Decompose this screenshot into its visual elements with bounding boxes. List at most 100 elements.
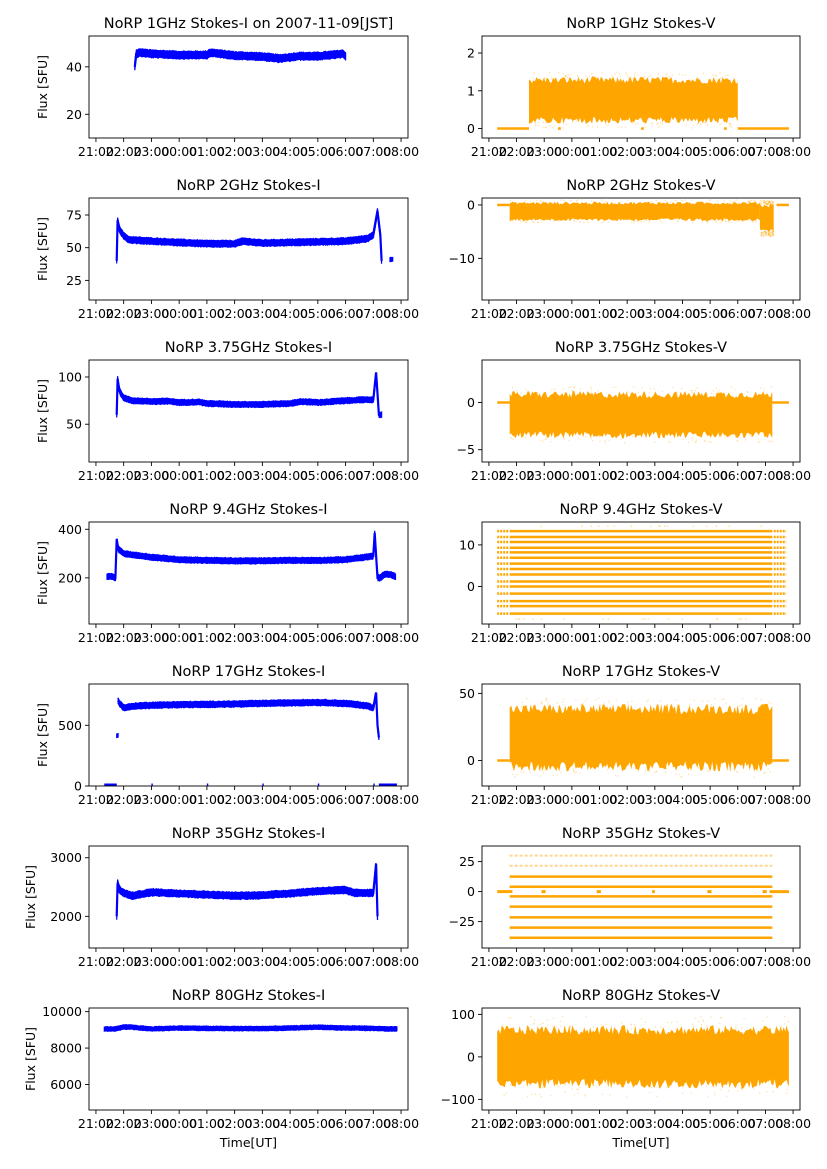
outlier-point <box>761 234 763 237</box>
outlier-point <box>564 1084 567 1086</box>
outlier-point <box>568 219 571 221</box>
y-tick-label: 50 <box>66 240 82 255</box>
outlier-point <box>748 200 750 202</box>
panel-title: NoRP 17GHz Stokes-I <box>172 664 326 680</box>
x-tick-label: 05:00 <box>692 1116 728 1131</box>
outlier-point <box>692 439 694 441</box>
x-tick-label: 06:00 <box>328 630 364 645</box>
outlier-point <box>581 199 583 201</box>
outlier-point <box>751 220 754 222</box>
outlier-point <box>771 440 773 443</box>
outlier-point <box>524 200 527 202</box>
y-tick-label: 20 <box>66 107 82 122</box>
outlier-point <box>649 75 652 77</box>
outlier-point <box>568 386 570 389</box>
x-tick-label: 02:00 <box>217 954 253 969</box>
x-tick-label: 05:00 <box>300 306 336 321</box>
panel-5: −5 0 21:0022:0023:0000:0001:0002:0003:0004… <box>457 340 812 483</box>
outlier-point <box>519 219 521 222</box>
outlier-point <box>770 234 772 236</box>
outlier-point <box>649 770 651 772</box>
outlier-point <box>715 220 717 222</box>
outlier-point <box>682 530 684 532</box>
outlier-point <box>540 1096 543 1098</box>
panel-title: NoRP 9.4GHz Stokes-V <box>560 502 723 518</box>
x-tick-label: 03:00 <box>244 630 280 645</box>
outlier-point <box>736 220 738 223</box>
x-tick-label: 21:00 <box>78 954 114 969</box>
y-axis-label: Flux [SFU] <box>35 541 50 605</box>
panel-13: −100 0 100 21:0022:0023:0000:0001:0002:0003… <box>441 988 811 1150</box>
outlier-point <box>770 393 772 395</box>
outlier-point <box>667 618 670 620</box>
outlier-point <box>735 771 738 773</box>
outlier-point <box>563 698 565 700</box>
outlier-point <box>555 1025 558 1027</box>
outlier-point <box>716 618 718 620</box>
outlier-point <box>764 231 766 233</box>
plot-area <box>104 692 397 786</box>
x-tick-label: 06:00 <box>328 144 364 159</box>
x-tick-label: 02:00 <box>609 306 645 321</box>
outlier-point <box>765 234 767 236</box>
outlier-point <box>564 1091 566 1093</box>
outlier-point <box>659 1026 662 1029</box>
x-tick-label: 02:00 <box>609 954 645 969</box>
outlier-point <box>583 221 585 224</box>
outlier-point <box>541 1087 543 1089</box>
outlier-point <box>733 200 735 203</box>
outlier-point <box>581 525 583 527</box>
x-tick-label: 07:00 <box>355 792 391 807</box>
outlier-point <box>665 771 667 773</box>
outlier-point <box>761 231 764 233</box>
outlier-point <box>690 1092 693 1094</box>
outlier-point <box>587 391 590 394</box>
outlier-point <box>680 387 683 390</box>
outlier-point <box>625 72 627 74</box>
outlier-point <box>627 704 630 707</box>
outlier-point <box>540 769 542 772</box>
outlier-point <box>544 769 547 772</box>
outlier-point <box>762 231 765 233</box>
outlier-point <box>560 1025 562 1028</box>
outlier-point <box>509 1084 512 1086</box>
stokes-v-band <box>497 1025 789 1089</box>
outlier-point <box>608 700 610 702</box>
outlier-point <box>719 389 721 391</box>
x-tick-label: 23:00 <box>526 468 562 483</box>
outlier-point <box>573 386 576 389</box>
outlier-point <box>608 530 610 532</box>
panel-title: NoRP 35GHz Stokes-V <box>562 826 720 842</box>
outlier-point <box>725 220 727 222</box>
x-tick-label: 02:00 <box>609 1116 645 1131</box>
x-tick-label: 06:00 <box>720 792 756 807</box>
outlier-point <box>570 386 572 388</box>
outlier-point <box>734 436 736 438</box>
outlier-point <box>545 697 548 699</box>
outlier-point <box>647 76 649 78</box>
outlier-point <box>720 123 722 125</box>
outlier-point <box>581 530 583 532</box>
outlier-point <box>766 204 768 206</box>
outlier-point <box>520 706 523 708</box>
outlier-point <box>757 441 760 443</box>
outlier-point <box>765 203 768 205</box>
outlier-point <box>545 78 548 80</box>
x-tick-label: 00:00 <box>554 306 590 321</box>
outlier-point <box>760 525 763 527</box>
outlier-point <box>604 440 606 442</box>
outlier-point <box>555 530 558 532</box>
outlier-point <box>587 125 590 127</box>
panel-6: 200 400 21:0022:0023:0000:0001:0002:0003:0… <box>35 502 419 645</box>
outlier-point <box>728 125 730 128</box>
outlier-point <box>669 441 671 443</box>
x-tick-label: 22:00 <box>106 1116 142 1131</box>
outlier-point <box>761 200 763 203</box>
outlier-point <box>544 438 547 440</box>
outlier-point <box>532 1028 534 1030</box>
x-tick-label: 22:00 <box>106 954 142 969</box>
outlier-point <box>573 386 575 388</box>
outlier-point <box>784 1016 786 1018</box>
outlier-point <box>566 76 568 79</box>
y-axis-label: Flux [SFU] <box>35 379 50 443</box>
